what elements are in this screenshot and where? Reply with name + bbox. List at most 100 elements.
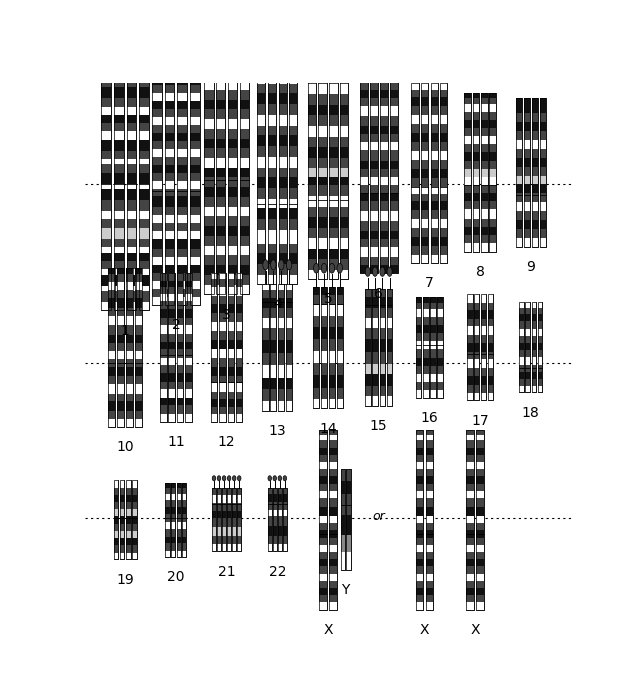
Bar [135,402,142,411]
Bar [421,219,428,228]
Bar [139,189,149,200]
Bar [415,374,421,382]
Bar [278,208,287,219]
Bar [525,329,530,336]
Bar [387,386,392,396]
Bar [431,97,438,106]
Bar [127,189,136,200]
Bar [185,318,192,325]
Bar [132,488,137,495]
Bar [472,120,479,128]
Ellipse shape [372,267,378,277]
Bar [270,284,276,411]
Bar [160,281,166,287]
Bar [319,530,327,537]
Bar [412,255,419,263]
Bar [365,374,371,386]
Bar [160,365,166,373]
Bar [127,71,136,79]
Bar [340,169,348,177]
Bar [390,265,397,273]
Bar [319,169,327,177]
Bar [228,273,234,422]
Bar [268,126,276,135]
Bar [474,359,479,367]
Bar [204,100,214,109]
Bar [228,236,237,246]
Bar [117,325,124,335]
Bar [319,537,327,545]
Bar [321,363,327,376]
Bar [228,70,237,80]
Bar [182,537,186,544]
Bar [390,151,397,160]
Bar [329,429,337,610]
Bar [308,105,316,116]
Bar [525,357,530,365]
Bar [532,336,536,343]
Bar [108,275,115,282]
Bar [313,376,319,387]
Bar [168,287,175,294]
Bar [164,257,175,266]
Bar [372,339,378,352]
Bar [120,502,124,509]
Bar [177,109,187,117]
Bar [329,491,337,498]
Bar [319,429,327,610]
Bar [308,84,316,94]
Ellipse shape [237,475,241,481]
Bar [370,90,378,98]
Bar [415,389,421,398]
Bar [472,112,479,120]
Bar [126,308,133,316]
Bar [236,392,243,399]
Bar [283,488,287,551]
Bar [431,202,438,211]
Bar [227,518,231,527]
Ellipse shape [365,267,371,277]
Bar [525,379,530,386]
Bar [204,148,214,158]
Bar [423,309,429,317]
Bar [337,339,343,351]
Bar [308,259,316,270]
Bar [319,603,327,610]
Bar [329,603,337,610]
Bar [476,574,484,581]
Bar [152,297,162,305]
Bar [308,169,316,177]
Bar [372,396,378,406]
Text: 11: 11 [167,435,185,449]
Bar [232,488,236,495]
Bar [467,359,473,367]
Bar [380,169,388,177]
Bar [204,206,214,217]
Bar [380,72,388,273]
Bar [360,231,367,239]
Bar [108,308,115,316]
Bar [440,228,447,237]
Bar [278,61,287,72]
Bar [370,72,378,82]
Bar [532,193,538,202]
Bar [164,297,175,305]
Bar [190,266,200,273]
Bar [126,358,133,367]
Bar [278,544,282,551]
Bar [337,327,343,339]
Bar [370,257,378,265]
Bar [101,35,111,310]
Bar [329,177,337,185]
Bar [101,35,111,310]
Bar [380,116,388,127]
Bar [372,374,378,386]
Bar [239,168,249,178]
Bar [262,378,269,389]
Bar [524,175,530,184]
Bar [217,518,221,527]
Bar [490,136,496,144]
Bar [278,517,282,526]
Bar [476,516,484,523]
Bar [152,239,162,250]
